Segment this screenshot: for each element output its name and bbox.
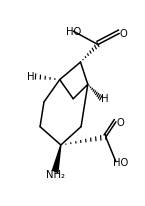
- Text: O: O: [120, 29, 128, 39]
- Polygon shape: [52, 145, 61, 173]
- Text: H: H: [102, 94, 109, 103]
- Text: O: O: [117, 117, 124, 127]
- Text: HO: HO: [113, 157, 128, 167]
- Text: H: H: [27, 72, 35, 82]
- Text: HO: HO: [66, 27, 81, 37]
- Text: NH₂: NH₂: [46, 170, 65, 180]
